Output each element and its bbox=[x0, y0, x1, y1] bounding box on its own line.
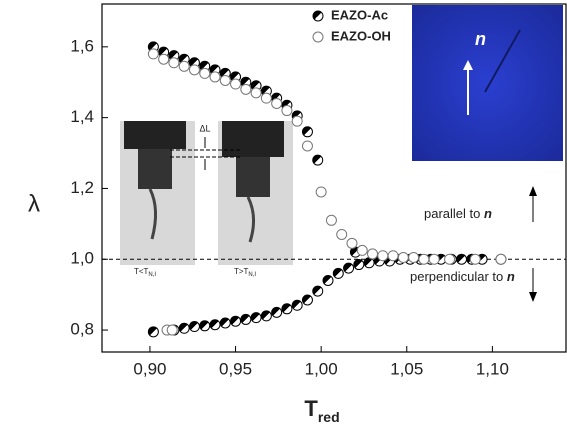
photo-label: T<TN,I bbox=[134, 267, 156, 277]
marker bbox=[230, 315, 242, 327]
marker bbox=[158, 53, 170, 65]
legend-label: EAZO-OH bbox=[331, 28, 391, 43]
marker bbox=[271, 97, 283, 109]
diffraction-inset bbox=[412, 5, 563, 161]
marker bbox=[418, 253, 430, 265]
marker bbox=[408, 251, 420, 263]
marker bbox=[322, 274, 334, 286]
marker bbox=[397, 251, 409, 263]
marker bbox=[281, 303, 293, 315]
legend-marker bbox=[312, 10, 324, 22]
x-axis-label-main: T bbox=[304, 396, 318, 421]
y-tick-label: 1,0 bbox=[70, 249, 94, 268]
marker bbox=[325, 214, 337, 226]
marker bbox=[291, 299, 303, 311]
marker bbox=[495, 253, 507, 265]
marker bbox=[188, 321, 200, 333]
annotation-symbol: n bbox=[507, 269, 515, 284]
arrow-head bbox=[529, 292, 537, 302]
annotation-symbol: n bbox=[484, 206, 492, 221]
x-axis-label-sub: red bbox=[318, 409, 340, 425]
marker bbox=[166, 324, 178, 336]
marker bbox=[230, 78, 242, 90]
marker bbox=[312, 154, 324, 166]
marker bbox=[291, 115, 303, 127]
marker bbox=[356, 244, 368, 256]
annotation: perpendicular to n bbox=[410, 269, 515, 284]
marker bbox=[353, 259, 365, 271]
annotation: parallel to n bbox=[424, 206, 492, 221]
y-tick-label: 1,2 bbox=[70, 178, 94, 197]
x-tick-label: 0,95 bbox=[219, 359, 252, 378]
y-axis-label: λ bbox=[28, 190, 40, 217]
marker bbox=[147, 326, 159, 338]
marker bbox=[456, 253, 468, 265]
marker bbox=[209, 71, 221, 83]
legend-label: EAZO-Ac bbox=[331, 7, 388, 22]
legend-marker bbox=[312, 31, 324, 43]
marker bbox=[250, 87, 262, 99]
marker bbox=[168, 57, 180, 69]
marker bbox=[301, 126, 313, 138]
y-tick-label: 1,6 bbox=[70, 36, 94, 55]
inset-symbol: n bbox=[475, 29, 486, 49]
marker bbox=[469, 253, 481, 265]
marker bbox=[377, 250, 389, 262]
marker bbox=[271, 306, 283, 318]
marker bbox=[346, 237, 358, 249]
marker bbox=[301, 294, 313, 306]
marker bbox=[147, 48, 159, 60]
x-tick-label: 1,05 bbox=[390, 359, 423, 378]
marker bbox=[250, 312, 262, 324]
delta-label: ΔL bbox=[199, 123, 210, 133]
y-tick-label: 1,4 bbox=[70, 107, 94, 126]
photo-label-sub: N,I bbox=[248, 272, 256, 278]
marker bbox=[219, 74, 231, 86]
annotation-text: parallel to bbox=[424, 206, 480, 221]
photo-label-sub: N,I bbox=[148, 272, 156, 278]
marker bbox=[219, 317, 231, 329]
marker bbox=[260, 310, 272, 322]
y-tick-label: 0,8 bbox=[70, 320, 94, 339]
marker bbox=[199, 67, 211, 79]
marker bbox=[387, 250, 399, 262]
marker bbox=[428, 253, 440, 265]
marker bbox=[312, 285, 324, 297]
plot-frame bbox=[101, 3, 567, 353]
x-tick-label: 1,00 bbox=[305, 359, 338, 378]
marker bbox=[199, 320, 211, 332]
arrow-head bbox=[529, 186, 537, 196]
marker bbox=[444, 253, 456, 265]
marker bbox=[343, 262, 355, 274]
marker bbox=[240, 313, 252, 325]
marker bbox=[188, 64, 200, 76]
marker bbox=[367, 248, 379, 260]
marker bbox=[301, 140, 313, 152]
marker bbox=[178, 60, 190, 72]
x-axis-label: Tred bbox=[304, 396, 339, 425]
photo-label-main: T<T bbox=[134, 267, 149, 276]
photo-label: T>TN,I bbox=[234, 267, 256, 277]
marker bbox=[315, 186, 327, 198]
marker bbox=[209, 319, 221, 331]
marker bbox=[332, 267, 344, 279]
photo-inset bbox=[120, 121, 293, 265]
x-tick-label: 0,90 bbox=[133, 359, 166, 378]
photo-label-main: T>T bbox=[234, 267, 249, 276]
marker bbox=[336, 228, 348, 240]
x-tick-label: 1,10 bbox=[476, 359, 509, 378]
marker bbox=[240, 83, 252, 95]
marker bbox=[260, 92, 272, 104]
marker bbox=[178, 322, 190, 334]
annotation-text: perpendicular to bbox=[410, 269, 503, 284]
marker bbox=[281, 105, 293, 117]
